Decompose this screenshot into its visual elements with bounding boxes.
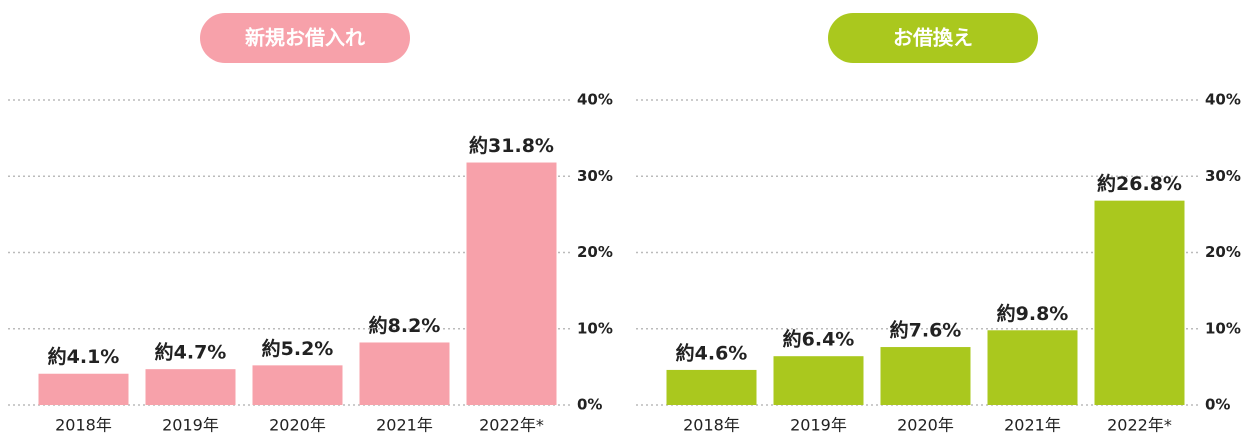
x-tick-label: 2019年 bbox=[790, 416, 847, 435]
x-tick-label: 2019年 bbox=[162, 416, 219, 435]
x-tick-label: 2020年 bbox=[269, 416, 326, 435]
value-label: 約31.8% bbox=[469, 134, 554, 157]
y-tick-label: 10% bbox=[577, 319, 613, 337]
x-tick-label: 2021年 bbox=[376, 416, 433, 435]
bar bbox=[987, 330, 1078, 405]
bar bbox=[38, 373, 129, 405]
value-label: 約7.6% bbox=[890, 319, 962, 342]
value-label: 約6.4% bbox=[783, 328, 855, 351]
y-tick-label: 20% bbox=[577, 243, 613, 261]
x-tick-label: 2018年 bbox=[683, 416, 740, 435]
x-tick-label: 2021年 bbox=[1004, 416, 1061, 435]
value-label: 約26.8% bbox=[1097, 172, 1182, 195]
chart-title: 新規お借入れ bbox=[245, 26, 365, 50]
y-tick-label: 20% bbox=[1205, 243, 1241, 261]
bar bbox=[466, 162, 557, 405]
y-tick-label: 0% bbox=[1205, 396, 1230, 414]
x-tick-label: 2018年 bbox=[55, 416, 112, 435]
y-tick-label: 10% bbox=[1205, 319, 1241, 337]
title-pill bbox=[200, 13, 410, 63]
y-tick-label: 30% bbox=[577, 167, 613, 185]
bar bbox=[880, 347, 971, 405]
bar bbox=[359, 342, 450, 405]
value-label: 約5.2% bbox=[262, 337, 334, 360]
x-tick-label: 2020年 bbox=[897, 416, 954, 435]
value-label: 約9.8% bbox=[997, 302, 1069, 325]
x-tick-label: 2022年* bbox=[1107, 416, 1172, 435]
title-pill bbox=[828, 13, 1038, 63]
chart-title: お借換え bbox=[893, 26, 973, 50]
value-label: 約8.2% bbox=[369, 314, 441, 337]
y-tick-label: 0% bbox=[577, 396, 602, 414]
bar bbox=[252, 365, 343, 405]
value-label: 約4.6% bbox=[676, 341, 748, 364]
bar bbox=[1094, 200, 1185, 405]
value-label: 約4.1% bbox=[48, 345, 120, 368]
x-tick-label: 2022年* bbox=[479, 416, 544, 435]
y-tick-label: 30% bbox=[1205, 167, 1241, 185]
bar bbox=[666, 369, 757, 405]
bar bbox=[145, 369, 236, 405]
bar bbox=[773, 356, 864, 405]
y-tick-label: 40% bbox=[1205, 91, 1241, 109]
y-tick-label: 40% bbox=[577, 91, 613, 109]
value-label: 約4.7% bbox=[155, 341, 227, 364]
